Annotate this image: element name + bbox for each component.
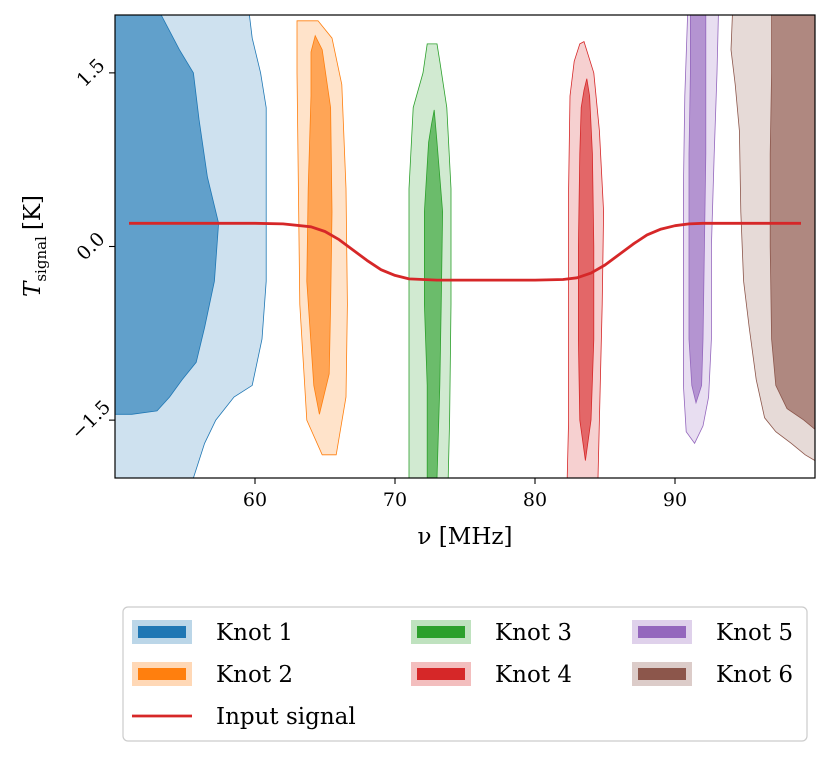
legend-item-knot-6: Knot 6 [632,662,793,688]
legend-swatch-inner [638,626,686,638]
legend: Knot 1 Knot 2 Input signal Knot 3 Knot 4 Knot… [132,620,793,730]
legend-item-input-signal: Input signal [132,704,356,730]
legend-swatch-inner [138,626,186,638]
x-tick-label: 90 [663,489,687,511]
knot-5-inner-contour [688,15,707,405]
y-tick-label: −1.5 [67,396,115,444]
legend-item-knot-1: Knot 1 [132,620,293,646]
legend-label: Knot 2 [216,662,293,688]
y-axis: −1.5 0.0 1.5 [67,54,115,444]
knot-2-inner-contour [306,34,333,415]
y-axis-label-unit: [K] [20,195,46,230]
legend-item-knot-5: Knot 5 [632,620,793,646]
legend-label: Input signal [216,704,356,730]
y-axis-label-subscript: signal [32,236,50,282]
knot-3-inner-contour [424,109,444,478]
knot-4-inner-contour [578,78,595,461]
legend-label: Knot 4 [495,662,572,688]
y-tick-label: 1.5 [73,54,110,91]
input-signal-line [129,221,801,282]
x-tick-label: 80 [523,489,547,511]
input-signal-layer [129,221,801,282]
legend-label: Knot 1 [216,620,293,646]
legend-swatch-inner [417,626,465,638]
legend-label: Knot 6 [716,662,793,688]
legend-label: Knot 5 [716,620,793,646]
x-tick-label: 60 [243,489,267,511]
legend-label: Knot 3 [495,620,572,646]
contour-layer [115,15,815,478]
x-axis: 60 70 80 90 [243,478,687,511]
x-tick-label: 70 [383,489,407,511]
knot-1-inner-contour [115,15,220,415]
y-axis-label: Tsignal [K] [20,195,50,297]
legend-item-knot-2: Knot 2 [132,662,293,688]
legend-item-knot-4: Knot 4 [411,662,572,688]
legend-swatch-inner [417,668,465,680]
legend-swatch-inner [138,668,186,680]
y-tick-label: 0.0 [73,228,110,265]
y-axis-label-symbol: T [20,280,46,297]
legend-item-knot-3: Knot 3 [411,620,572,646]
x-axis-label: ν [MHz] [418,524,513,550]
legend-swatch-inner [638,668,686,680]
